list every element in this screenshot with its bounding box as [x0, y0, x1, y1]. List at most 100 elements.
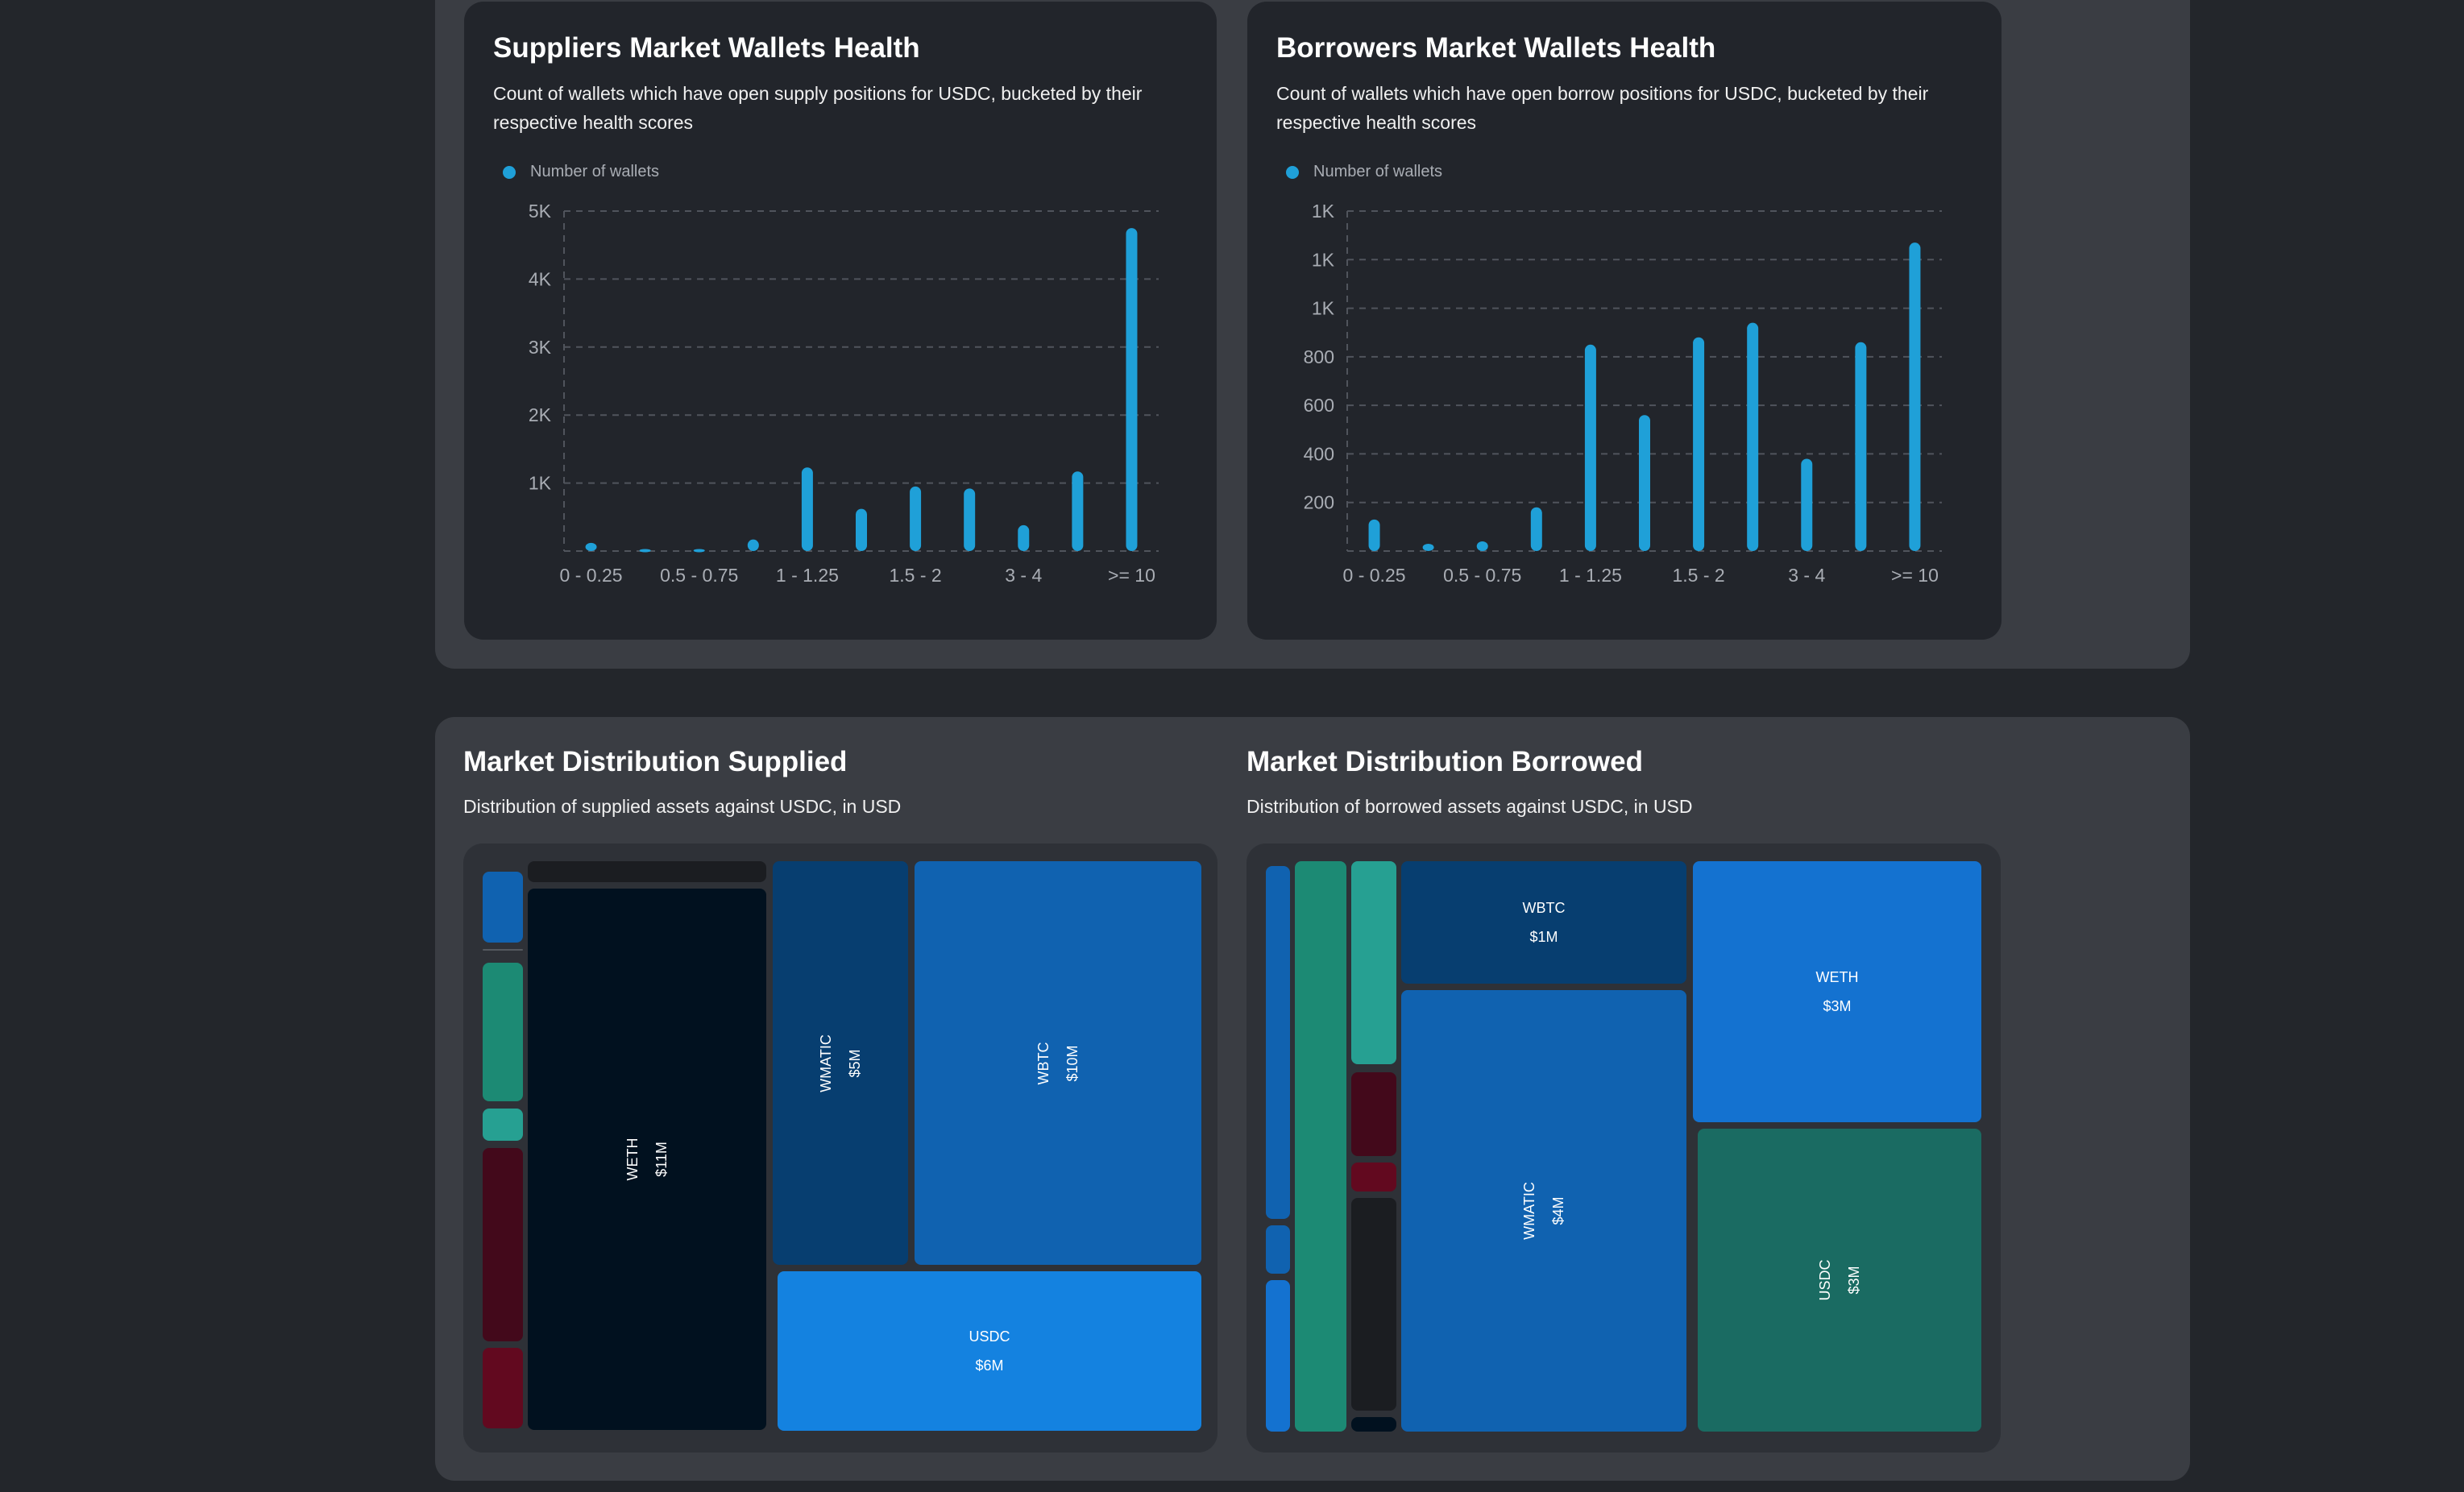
treemap-cell[interactable] [1266, 866, 1290, 1219]
bar[interactable] [1530, 507, 1542, 551]
chart-subtitle: Count of wallets which have open borrow … [1276, 83, 1929, 133]
treemap-cell-value: $3M [1823, 998, 1852, 1014]
treemap-cell[interactable] [528, 861, 766, 882]
x-tick-label: 1.5 - 2 [1672, 565, 1724, 586]
treemap-cell-weth[interactable]: WETH $3M [1693, 861, 1981, 1122]
y-tick-label: 3K [529, 337, 552, 358]
treemap-cell-label: WBTC [1522, 900, 1566, 916]
treemap-cell-wbtc[interactable]: WBTC $1M [1401, 861, 1686, 984]
treemap-cell-label: WMATIC [1521, 1182, 1537, 1240]
bar[interactable] [801, 467, 813, 551]
treemap-title: Market Distribution Borrowed [1247, 746, 1643, 777]
treemap-cell-label: WMATIC [818, 1034, 834, 1092]
treemap-cell-value: $4M [1550, 1196, 1566, 1225]
bar[interactable] [1072, 471, 1084, 551]
x-tick-label: >= 10 [1108, 565, 1155, 586]
bar[interactable] [639, 549, 651, 553]
y-tick-label: 800 [1304, 346, 1334, 367]
chart-legend[interactable]: Number of wallets [1286, 163, 1442, 181]
bar[interactable] [856, 508, 867, 551]
y-tick-label: 400 [1304, 443, 1334, 464]
y-tick-label: 200 [1304, 492, 1334, 513]
treemap-cell-wbtc[interactable]: WBTC $10M [915, 861, 1201, 1265]
x-tick-label: 0.5 - 0.75 [660, 565, 738, 586]
x-tick-label: 3 - 4 [1005, 565, 1042, 586]
treemap-cell-value: $5M [847, 1049, 863, 1078]
chart-legend[interactable]: Number of wallets [503, 163, 659, 181]
bar[interactable] [1855, 342, 1867, 551]
treemap-subtitle: Distribution of borrowed assets against … [1247, 796, 1693, 817]
borrowers-bar-chart[interactable]: 200 400 600 800 1K 1K 1K 0 - 0.25 0.5 - 0.75 1 - … [1247, 195, 2001, 614]
bar[interactable] [1747, 322, 1759, 551]
y-tick-label: 5K [529, 201, 552, 222]
bar[interactable] [1368, 519, 1380, 551]
wallet-health-section: Suppliers Market Wallets Health Count of… [435, 0, 2190, 669]
treemap-cell-wmatic[interactable]: WMATIC $4M [1401, 990, 1686, 1432]
treemap-cell-label: USDC [969, 1328, 1010, 1345]
treemap-cell-usdc[interactable]: USDC $6M [778, 1271, 1201, 1431]
treemap-cell[interactable] [1351, 1198, 1396, 1411]
treemap-cell-usdc[interactable]: USDC $3M [1698, 1129, 1981, 1432]
bar[interactable] [747, 539, 759, 551]
chart-subtitle: Count of wallets which have open supply … [493, 83, 1143, 133]
x-tick-label: 0 - 0.25 [560, 565, 623, 586]
treemap-cell-value: $6M [975, 1357, 1004, 1374]
treemap-cell[interactable] [1266, 1280, 1290, 1432]
bar[interactable] [1801, 458, 1813, 551]
y-tick-label: 1K [529, 473, 552, 494]
treemap-cell-value: $3M [1846, 1266, 1862, 1295]
treemap-cell[interactable] [483, 1348, 523, 1428]
x-tick-label: 0.5 - 0.75 [1443, 565, 1521, 586]
treemap-cell-label: WBTC [1035, 1042, 1052, 1084]
treemap-cell-wmatic[interactable]: WMATIC $5M [773, 861, 908, 1265]
treemap-cell-value: $1M [1529, 929, 1558, 945]
x-tick-label: 1.5 - 2 [889, 565, 941, 586]
treemap-cell[interactable] [1351, 861, 1396, 1064]
suppliers-health-card: Suppliers Market Wallets Health Count of… [464, 2, 1217, 640]
supplied-treemap: WETH $11M WMATIC $5M WBTC $10M USDC $6M [463, 843, 1217, 1453]
y-tick-label: 4K [529, 268, 552, 289]
treemap-cell[interactable] [483, 963, 523, 1101]
treemap-cell-label: USDC [1817, 1259, 1833, 1301]
bar[interactable] [1126, 228, 1138, 551]
bar[interactable] [1909, 242, 1921, 551]
market-distribution-section: Market Distribution Supplied Distributio… [435, 717, 2190, 1481]
bar[interactable] [1476, 541, 1488, 551]
treemap-cell-weth[interactable]: WETH $11M [528, 889, 766, 1430]
legend-dot-icon [503, 165, 516, 179]
bar[interactable] [1584, 344, 1596, 551]
borrowers-health-card: Borrowers Market Wallets Health Count of… [1247, 2, 2001, 640]
treemap-cell[interactable] [1351, 1163, 1396, 1192]
bar[interactable] [693, 549, 705, 553]
treemap-divider [483, 949, 523, 951]
x-tick-label: >= 10 [1891, 565, 1939, 586]
bar[interactable] [1639, 415, 1650, 551]
legend-label: Number of wallets [1313, 163, 1443, 180]
bar[interactable] [1422, 543, 1434, 551]
legend-dot-icon [1286, 165, 1299, 179]
y-tick-label: 1K [1312, 249, 1335, 270]
chart-title: Suppliers Market Wallets Health [493, 32, 920, 64]
treemap-cell[interactable] [1295, 861, 1346, 1432]
treemap-cell[interactable] [483, 1148, 523, 1341]
legend-label: Number of wallets [530, 163, 660, 180]
suppliers-bar-chart[interactable]: 1K 2K 3K 4K 5K 0 - 0.25 0.5 - 0.75 1 - 1.25 1.5 … [464, 195, 1217, 614]
bar[interactable] [964, 488, 976, 551]
treemap-cell[interactable] [483, 1109, 523, 1141]
y-tick-label: 600 [1304, 395, 1334, 416]
treemap-cell[interactable] [1351, 1417, 1396, 1432]
treemap-cell[interactable] [483, 872, 523, 943]
treemap-cell-label: WETH [624, 1138, 641, 1181]
borrowed-treemap: WBTC $1M WMATIC $4M WETH $3M USDC $3M [1247, 843, 2001, 1453]
bar[interactable] [585, 542, 597, 551]
y-tick-label: 1K [1312, 298, 1335, 319]
x-tick-label: 1 - 1.25 [776, 565, 839, 586]
bar[interactable] [910, 486, 922, 551]
treemap-cell[interactable] [1266, 1225, 1290, 1274]
treemap-title: Market Distribution Supplied [463, 746, 848, 777]
bar[interactable] [1693, 337, 1705, 551]
treemap-subtitle: Distribution of supplied assets against … [463, 796, 902, 817]
treemap-cell[interactable] [1351, 1072, 1396, 1156]
y-tick-label: 2K [529, 404, 552, 425]
bar[interactable] [1018, 524, 1030, 551]
